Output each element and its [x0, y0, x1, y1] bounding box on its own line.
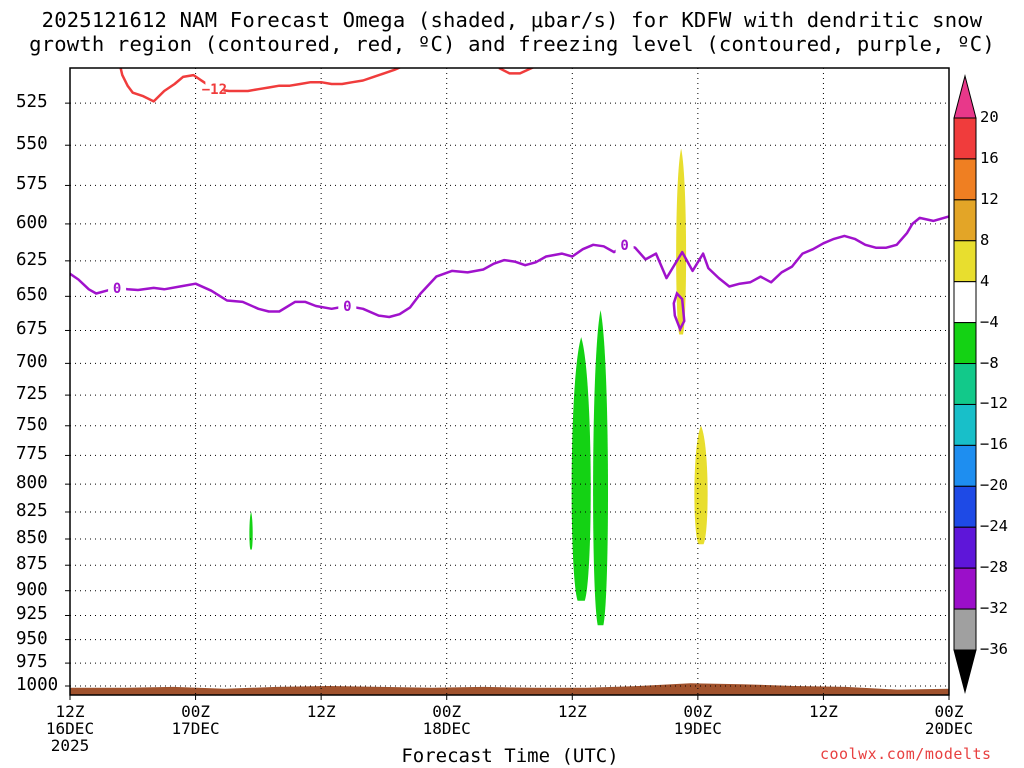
y-tick-label-825: 825 — [16, 500, 48, 521]
colorbar-label-13: −32 — [980, 599, 1008, 618]
colorbar-box-1 — [953, 117, 977, 160]
y-tick-label-925: 925 — [16, 604, 48, 625]
chart-title-line-1: 2025121612 NAM Forecast Omega (shaded, μ… — [41, 8, 983, 32]
colorbar-label-12: −28 — [980, 558, 1008, 577]
colorbar-box-10 — [953, 485, 977, 528]
source-credit: coolwx.com/modelts — [820, 745, 992, 763]
colorbar-label-2: 16 — [980, 148, 999, 167]
dgz-contour-edge — [498, 68, 535, 75]
colorbar-label-7: −8 — [980, 353, 999, 372]
colorbar-label-8: −12 — [980, 394, 1008, 413]
freezing-level-contour-line — [70, 215, 949, 319]
omega-region-5 — [694, 425, 708, 545]
omega-region-3 — [593, 310, 609, 626]
omega-region-4 — [676, 148, 687, 335]
y-tick-label-525: 525 — [16, 92, 48, 113]
y-tick-label-1000: 1000 — [16, 674, 59, 695]
y-tick-label-725: 725 — [16, 384, 48, 405]
colorbar-box-4 — [953, 240, 977, 283]
colorbar-label-14: −36 — [980, 640, 1008, 658]
freezing-level-contour-label-bg-3 — [615, 236, 634, 253]
colorbar-box-13 — [953, 608, 977, 651]
freezing-level-contour-label-2: 0 — [343, 299, 351, 315]
colorbar-box-8 — [953, 403, 977, 446]
freezing-level-contour-label-1: 0 — [113, 281, 121, 297]
freezing-level-contour-label-3: 0 — [620, 238, 628, 254]
dgz-contour-line — [119, 68, 402, 103]
y-tick-label-950: 950 — [16, 628, 48, 649]
colorbar-label-11: −24 — [980, 517, 1008, 536]
x-tick-label-h60: 00Z 19DEC — [673, 702, 722, 738]
colorbar-box-7 — [953, 363, 977, 405]
colorbar-label-4: 8 — [980, 230, 990, 249]
y-tick-label-600: 600 — [16, 212, 48, 233]
x-tick-label-h84: 00Z 20DEC — [924, 702, 974, 738]
x-tick-label-h72: 12Z — [808, 702, 838, 721]
colorbar-box-11 — [953, 526, 977, 569]
colorbar-label-1: 20 — [980, 108, 999, 126]
y-tick-label-650: 650 — [16, 285, 48, 306]
y-tick-label-850: 850 — [16, 527, 48, 548]
x-tick-label-h0: 12Z 16DEC 2025 — [45, 702, 95, 755]
dgz-contour-label-bg-1 — [205, 81, 224, 98]
colorbar-label-9: −16 — [980, 435, 1008, 454]
y-tick-label-875: 875 — [16, 554, 48, 575]
x-tick-label-h24: 12Z — [306, 702, 336, 721]
x-tick-label-h36: 00Z 18DEC — [422, 702, 471, 738]
colorbar-label-3: 12 — [980, 189, 999, 208]
chart-title-line-2: growth region (contoured, red, ºC) and f… — [29, 32, 995, 56]
colorbar-label-6: −4 — [980, 312, 999, 331]
y-tick-label-750: 750 — [16, 414, 48, 435]
colorbar-box-3 — [953, 199, 977, 242]
omega-region-2 — [571, 337, 591, 601]
y-tick-label-800: 800 — [16, 473, 48, 494]
x-axis-title: Forecast Time (UTC) — [401, 745, 619, 767]
y-tick-label-900: 900 — [16, 579, 48, 600]
y-tick-label-975: 975 — [16, 652, 48, 673]
y-tick-label-675: 675 — [16, 319, 48, 340]
y-tick-label-550: 550 — [16, 134, 48, 155]
colorbar-arrow-bottom — [953, 649, 977, 694]
plot-area: 0 0 0 −12 — [70, 68, 949, 695]
plot-frame — [69, 67, 950, 696]
colorbar-box-2 — [953, 158, 977, 201]
omega-region-1 — [249, 511, 253, 550]
freezing-level-contour-label-bg-2 — [338, 298, 357, 315]
y-tick-label-575: 575 — [16, 174, 48, 195]
colorbar-box-9 — [953, 444, 977, 487]
x-tick-label-h12: 00Z 17DEC — [171, 702, 220, 738]
colorbar-box-12 — [953, 567, 977, 610]
y-tick-label-775: 775 — [16, 444, 48, 465]
y-tick-label-700: 700 — [16, 352, 48, 373]
colorbar-label-10: −20 — [980, 476, 1008, 495]
freezing-level-closed-contour — [672, 291, 686, 333]
x-tick-label-h48: 12Z — [557, 702, 587, 721]
terrain-fill — [70, 683, 949, 695]
colorbar-label-5: 4 — [980, 271, 990, 290]
y-tick-label-625: 625 — [16, 249, 48, 270]
colorbar-arrow-top — [953, 74, 977, 119]
dgz-contour-label-1: −12 — [202, 82, 227, 98]
freezing-level-contour-label-bg-1 — [108, 279, 127, 296]
colorbar-box-5 — [953, 281, 977, 324]
colorbar-box-6 — [953, 322, 977, 365]
